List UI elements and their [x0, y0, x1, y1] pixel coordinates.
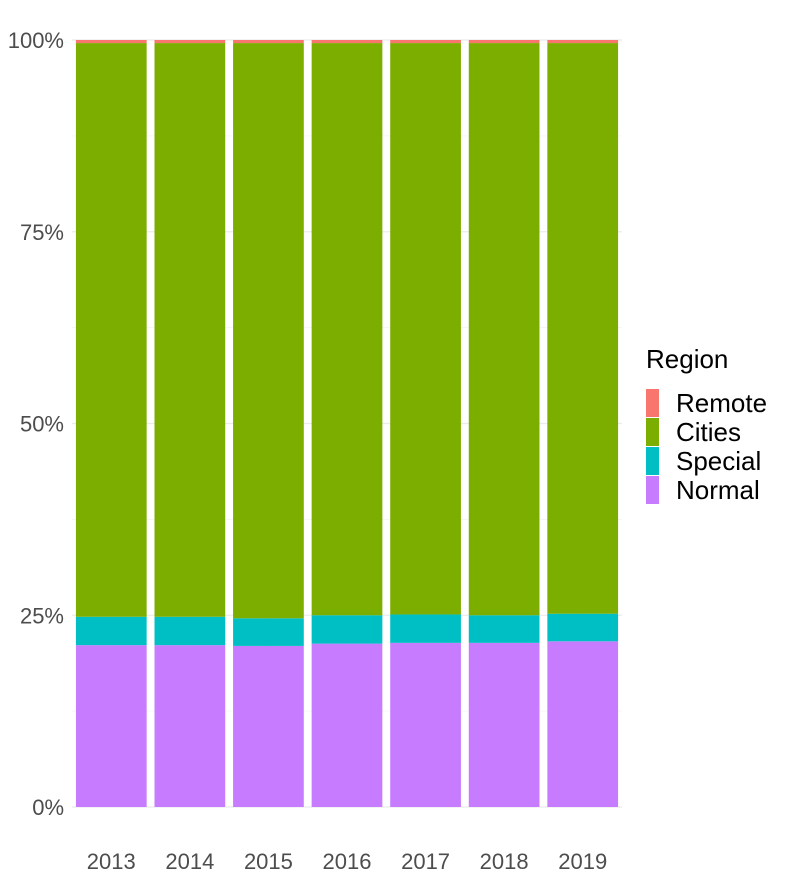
bar-segment-normal-2014 [154, 645, 226, 807]
legend-key-normal [646, 476, 659, 504]
x-tick-label: 2017 [401, 849, 450, 874]
legend-title: Region [646, 344, 728, 374]
y-tick-label: 75% [20, 220, 64, 245]
bar-segment-normal-2017 [390, 642, 461, 807]
y-tick-label: 25% [20, 603, 64, 628]
bar-segment-remote-2013 [75, 40, 147, 44]
bar-segment-cities-2019 [547, 43, 619, 614]
bar-segment-cities-2017 [390, 43, 461, 615]
y-tick-label: 100% [8, 28, 64, 53]
bar-segment-normal-2015 [233, 645, 304, 807]
bar-segment-special-2017 [390, 614, 461, 643]
bar-segment-remote-2015 [233, 40, 304, 44]
x-tick-label: 2019 [558, 849, 607, 874]
bar-segment-special-2015 [233, 618, 304, 646]
bar-segment-special-2014 [154, 616, 226, 646]
bar-segment-remote-2016 [311, 40, 383, 44]
bars [75, 40, 619, 807]
bar-segment-special-2016 [311, 615, 383, 644]
x-axis: 2013 2014 2015 2016 2017 2018 2019 [87, 849, 607, 874]
bar-segment-remote-2018 [468, 40, 540, 44]
bar-segment-special-2013 [75, 616, 147, 646]
bar-segment-normal-2018 [468, 642, 540, 807]
x-tick-label: 2013 [87, 849, 136, 874]
x-tick-label: 2016 [323, 849, 372, 874]
y-tick-label: 0% [32, 795, 64, 820]
y-tick-label: 50% [20, 412, 64, 437]
x-tick-label: 2018 [480, 849, 529, 874]
bar-segment-normal-2013 [75, 645, 147, 807]
bar-segment-special-2019 [547, 613, 619, 642]
bar-segment-cities-2016 [311, 43, 383, 616]
bar-segment-remote-2017 [390, 40, 461, 44]
bar-segment-normal-2019 [547, 641, 619, 807]
bar-segment-special-2018 [468, 615, 540, 643]
bar-segment-cities-2014 [154, 43, 226, 617]
legend-key-remote [646, 389, 659, 417]
legend-key-cities [646, 418, 659, 446]
x-tick-label: 2015 [244, 849, 293, 874]
bar-segment-normal-2016 [311, 643, 383, 807]
legend-label-cities: Cities [676, 417, 741, 447]
y-axis: 0% 25% 50% 75% 100% [8, 28, 64, 820]
legend-label-normal: Normal [676, 475, 760, 505]
bar-segment-cities-2013 [75, 43, 147, 617]
legend-key-special [646, 447, 659, 475]
legend-label-remote: Remote [676, 388, 767, 418]
legend-label-special: Special [676, 446, 761, 476]
x-tick-label: 2014 [165, 849, 214, 874]
bar-segment-cities-2018 [468, 43, 540, 616]
bar-segment-cities-2015 [233, 43, 304, 619]
bar-segment-remote-2019 [547, 40, 619, 44]
bar-segment-remote-2014 [154, 40, 226, 44]
